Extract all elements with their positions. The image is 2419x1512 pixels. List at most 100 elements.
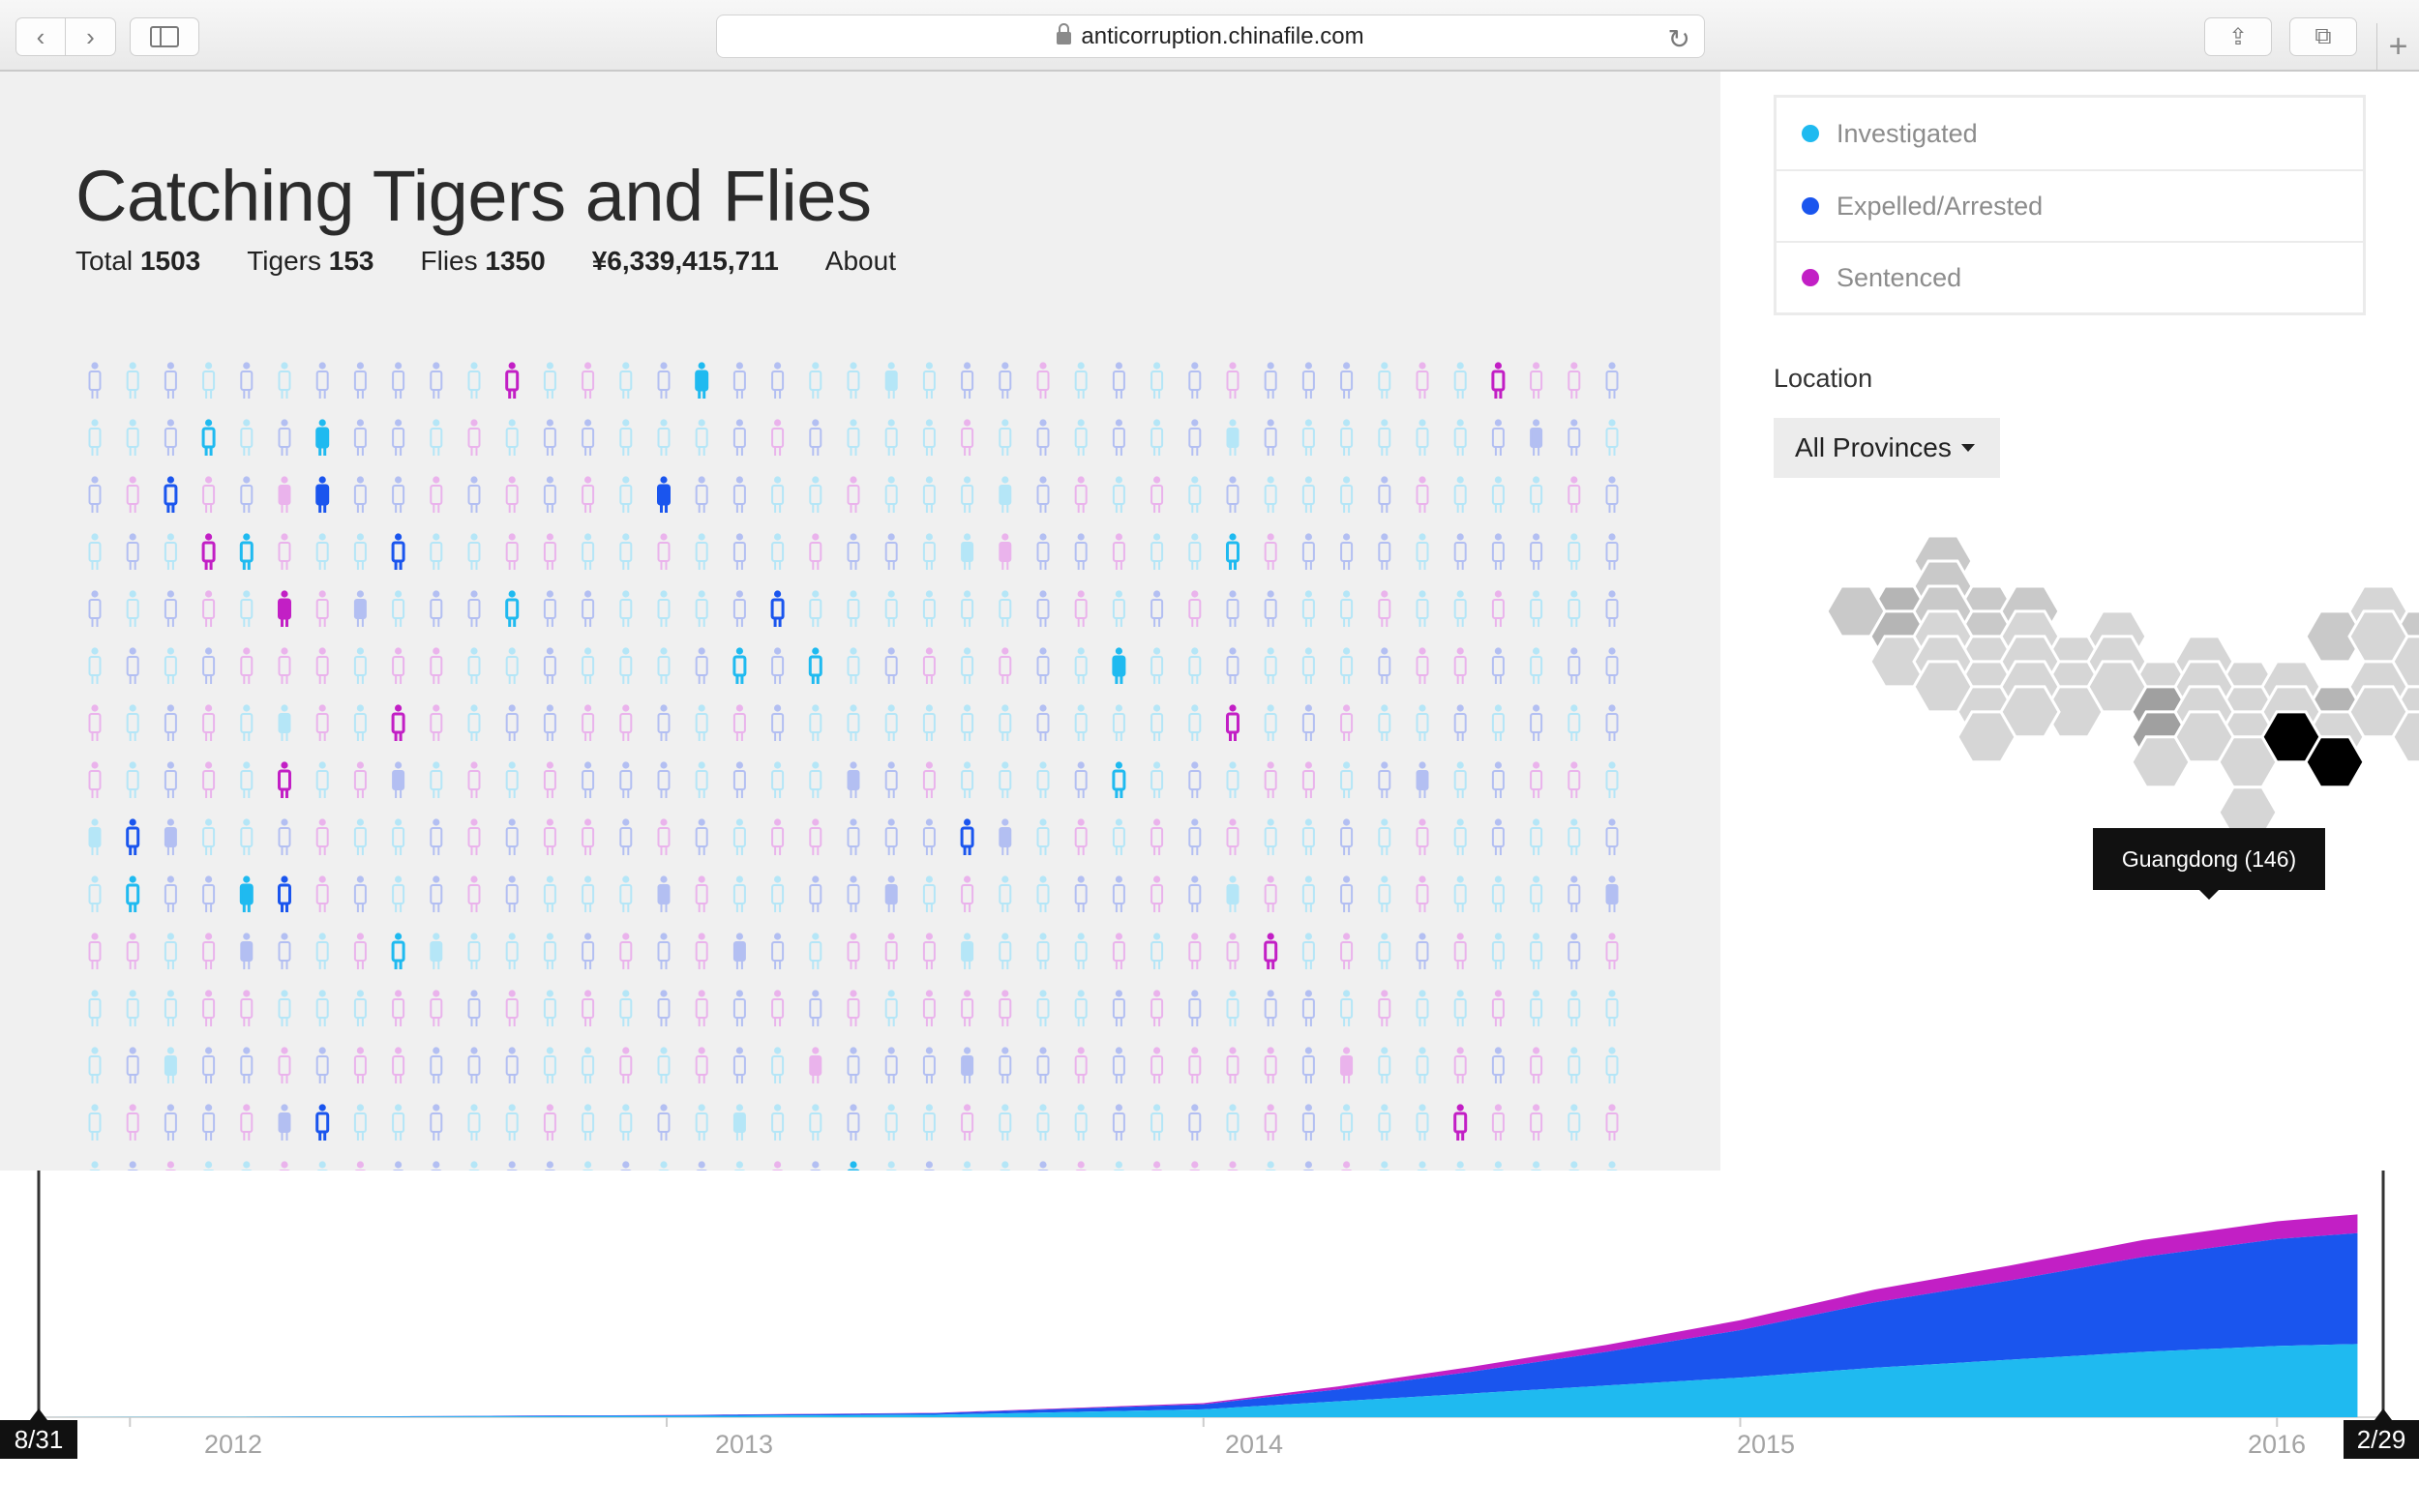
province-hex[interactable] — [2391, 710, 2419, 764]
person-icon[interactable] — [999, 875, 1012, 912]
person-icon[interactable] — [1491, 1104, 1505, 1141]
person-icon[interactable] — [164, 362, 177, 399]
person-icon[interactable] — [884, 761, 898, 798]
person-icon[interactable] — [999, 1047, 1012, 1083]
person-icon[interactable] — [619, 818, 633, 855]
person-icon[interactable] — [1264, 990, 1277, 1026]
person-icon[interactable] — [1454, 1161, 1466, 1171]
person-icon[interactable] — [543, 704, 556, 741]
person-icon[interactable] — [1226, 704, 1239, 741]
person-icon[interactable] — [468, 1161, 480, 1171]
person-icon[interactable] — [392, 1104, 405, 1141]
tabs-button[interactable]: ⧉ — [2289, 17, 2357, 56]
person-icon[interactable] — [1112, 590, 1125, 627]
person-icon[interactable] — [240, 419, 254, 456]
person-icon[interactable] — [1188, 419, 1202, 456]
person-icon[interactable] — [1150, 1104, 1164, 1141]
person-icon[interactable] — [391, 704, 405, 741]
person-icon[interactable] — [1301, 818, 1315, 855]
person-icon[interactable] — [961, 476, 974, 513]
person-icon[interactable] — [1530, 1161, 1542, 1171]
person-icon[interactable] — [88, 875, 102, 912]
person-icon[interactable] — [164, 761, 177, 798]
person-icon[interactable] — [771, 533, 785, 570]
person-icon[interactable] — [1453, 533, 1467, 570]
person-icon[interactable] — [202, 990, 216, 1026]
person-icon[interactable] — [619, 1104, 633, 1141]
person-icon[interactable] — [1416, 1047, 1429, 1083]
person-icon[interactable] — [279, 1161, 290, 1171]
province-hex[interactable] — [1999, 685, 2061, 739]
person-icon[interactable] — [353, 647, 367, 684]
person-icon[interactable] — [732, 818, 746, 855]
person-icon[interactable] — [88, 761, 102, 798]
province-dropdown[interactable]: All Provinces — [1774, 418, 2000, 478]
person-icon[interactable] — [1112, 818, 1125, 855]
person-icon[interactable] — [1378, 476, 1391, 513]
person-icon[interactable] — [1188, 933, 1202, 969]
person-icon[interactable] — [695, 647, 708, 684]
person-icon[interactable] — [164, 1047, 177, 1083]
person-icon[interactable] — [1188, 647, 1202, 684]
person-icon[interactable] — [1226, 1104, 1239, 1141]
person-icon[interactable] — [999, 419, 1012, 456]
person-icon[interactable] — [922, 476, 936, 513]
person-icon[interactable] — [658, 1161, 670, 1171]
person-icon[interactable] — [1188, 533, 1202, 570]
person-icon[interactable] — [505, 362, 520, 399]
legend-item-expelled-arrested[interactable]: Expelled/Arrested — [1777, 169, 2363, 241]
person-icon[interactable] — [1112, 1104, 1125, 1141]
person-icon[interactable] — [582, 875, 595, 912]
person-icon[interactable] — [240, 1047, 254, 1083]
person-icon[interactable] — [315, 362, 329, 399]
person-icon[interactable] — [543, 761, 556, 798]
person-icon[interactable] — [164, 1104, 177, 1141]
person-icon[interactable] — [1568, 704, 1581, 741]
person-icon[interactable] — [543, 419, 556, 456]
person-icon[interactable] — [1340, 704, 1354, 741]
person-icon[interactable] — [88, 704, 102, 741]
person-icon[interactable] — [657, 761, 671, 798]
person-icon[interactable] — [1568, 419, 1581, 456]
person-icon[interactable] — [1340, 647, 1354, 684]
person-icon[interactable] — [1301, 704, 1315, 741]
person-icon[interactable] — [1036, 476, 1050, 513]
person-icon[interactable] — [430, 419, 443, 456]
person-icon[interactable] — [771, 419, 785, 456]
person-icon[interactable] — [695, 590, 708, 627]
person-icon[interactable] — [1453, 704, 1467, 741]
person-icon[interactable] — [732, 533, 746, 570]
person-icon[interactable] — [1301, 419, 1315, 456]
person-icon[interactable] — [1491, 704, 1505, 741]
person-icon[interactable] — [884, 704, 898, 741]
person-icon[interactable] — [810, 1161, 821, 1171]
person-icon[interactable] — [1150, 990, 1164, 1026]
person-icon[interactable] — [809, 933, 822, 969]
person-icon[interactable] — [1453, 1047, 1467, 1083]
person-icon[interactable] — [1074, 818, 1088, 855]
person-icon[interactable] — [1112, 990, 1125, 1026]
person-icon[interactable] — [1340, 476, 1354, 513]
person-icon[interactable] — [1113, 1161, 1125, 1171]
person-icon[interactable] — [619, 362, 633, 399]
person-icon[interactable] — [1568, 590, 1581, 627]
person-icon[interactable] — [999, 647, 1012, 684]
person-icon[interactable] — [1036, 362, 1050, 399]
person-icon[interactable] — [809, 761, 822, 798]
person-icon[interactable] — [1378, 1104, 1391, 1141]
person-icon[interactable] — [241, 1161, 253, 1171]
person-icon[interactable] — [619, 1047, 633, 1083]
person-icon[interactable] — [732, 476, 746, 513]
person-icon[interactable] — [126, 818, 140, 855]
person-icon[interactable] — [1226, 419, 1239, 456]
person-icon[interactable] — [884, 933, 898, 969]
person-icon[interactable] — [240, 362, 254, 399]
person-icon[interactable] — [923, 1161, 936, 1171]
person-icon[interactable] — [543, 476, 556, 513]
person-icon[interactable] — [1189, 1161, 1201, 1171]
person-icon[interactable] — [315, 419, 330, 456]
person-icon[interactable] — [1416, 1104, 1429, 1141]
person-icon[interactable] — [392, 1047, 405, 1083]
person-icon[interactable] — [1340, 1161, 1353, 1171]
person-icon[interactable] — [1605, 419, 1619, 456]
